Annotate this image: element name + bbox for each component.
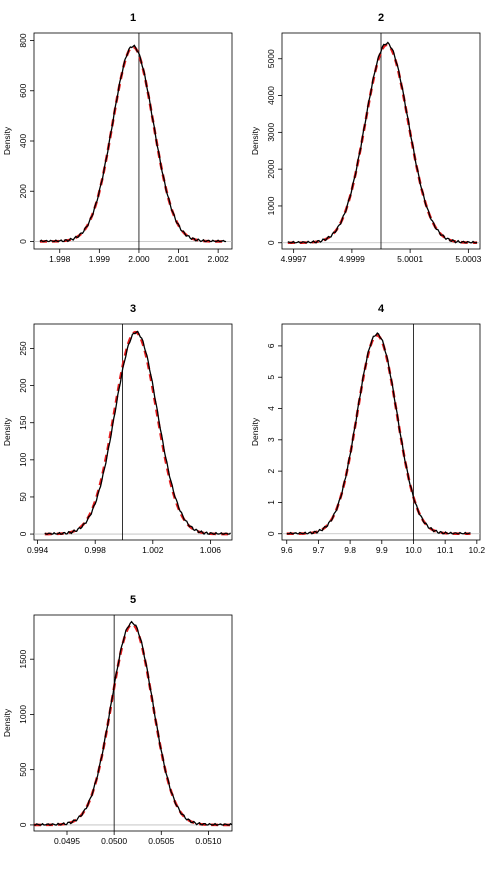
x-tick-label: 10.0 — [405, 545, 422, 555]
y-tick-label: 1000 — [266, 196, 276, 215]
panel-title: 5 — [130, 594, 136, 606]
x-tick-label: 4.9999 — [339, 254, 365, 264]
x-tick-label: 1.006 — [200, 545, 222, 555]
x-tick-label: 1.998 — [49, 254, 71, 264]
x-tick-label: 0.994 — [27, 545, 49, 555]
x-tick-label: 9.7 — [313, 545, 325, 555]
y-axis-label: Density — [250, 126, 260, 155]
y-tick-label: 4 — [266, 406, 276, 411]
y-tick-label: 5000 — [266, 49, 276, 68]
y-tick-label: 0 — [266, 531, 276, 536]
empirical-density-curve — [44, 330, 231, 535]
y-tick-label: 400 — [18, 134, 28, 148]
panel-4: 4 Density 9.6 9.7 9.8 9.9 10.0 10.1 10.2 0 1 2 3 4 5 6 — [250, 303, 485, 555]
y-tick-label: 0 — [18, 531, 28, 536]
x-tick-label: 2.000 — [128, 254, 150, 264]
panel-title: 4 — [378, 303, 385, 315]
x-tick-label: 1.002 — [142, 545, 164, 555]
x-tick-label: 4.9997 — [281, 254, 307, 264]
x-tick-label: 9.6 — [281, 545, 293, 555]
plot-frame — [281, 323, 481, 541]
y-tick-label: 1 — [266, 500, 276, 505]
y-tick-label: 1000 — [18, 705, 28, 724]
plot-frame — [33, 614, 233, 832]
x-tick-label: 0.0505 — [148, 836, 174, 846]
y-tick-label: 800 — [18, 33, 28, 47]
x-tick-label: 9.9 — [376, 545, 388, 555]
empirical-density-curve — [287, 41, 478, 244]
x-tick-label: 5.0001 — [397, 254, 423, 264]
y-tick-label: 0 — [18, 239, 28, 244]
y-tick-label: 2 — [266, 468, 276, 473]
y-tick-label: 6 — [266, 343, 276, 348]
y-tick-label: 3 — [266, 437, 276, 442]
panel-title: 2 — [378, 12, 384, 24]
y-tick-label: 0 — [18, 822, 28, 827]
plot-area — [282, 324, 480, 540]
panel-title: 3 — [130, 303, 136, 315]
x-tick-label: 2.001 — [168, 254, 190, 264]
fitted-density-curve — [286, 333, 471, 536]
panel-1: 1 Density 1.998 1.999 2.000 2.001 2.002 0 200 400… — [2, 12, 233, 264]
x-tick-label: 10.2 — [469, 545, 486, 555]
empirical-density-curve — [39, 44, 227, 243]
x-tick-label: 0.0495 — [54, 836, 80, 846]
plot-frame — [33, 323, 233, 541]
y-tick-label: 0 — [266, 240, 276, 245]
y-tick-label: 100 — [18, 452, 28, 466]
x-tick-label: 0.998 — [85, 545, 107, 555]
plot-area — [282, 33, 480, 249]
panel-2: 2 Density 4.9997 4.9999 5.0001 5.0003 0 1000 200… — [250, 12, 482, 264]
x-tick-label: 1.999 — [89, 254, 111, 264]
y-tick-label: 4000 — [266, 86, 276, 105]
y-tick-label: 200 — [18, 378, 28, 392]
plot-area — [34, 324, 232, 540]
empirical-density-curve — [286, 332, 471, 535]
x-tick-label: 10.1 — [437, 545, 454, 555]
y-tick-label: 3000 — [266, 123, 276, 142]
panel-5: 5 Density 0.0495 0.0500 0.0505 0.0510 0 500 1000… — [2, 594, 233, 846]
panel-title: 1 — [130, 12, 136, 24]
empirical-density-curve — [34, 620, 232, 826]
y-tick-label: 600 — [18, 83, 28, 97]
y-tick-label: 500 — [18, 762, 28, 776]
x-tick-label: 5.0003 — [455, 254, 481, 264]
fitted-density-curve — [34, 623, 232, 827]
y-tick-label: 50 — [18, 492, 28, 502]
y-tick-label: 150 — [18, 415, 28, 429]
x-tick-label: 0.0500 — [101, 836, 127, 846]
y-axis-label: Density — [2, 126, 12, 155]
y-tick-label: 200 — [18, 184, 28, 198]
y-axis-label: Density — [2, 708, 12, 737]
y-tick-label: 5 — [266, 375, 276, 380]
x-tick-label: 2.002 — [207, 254, 229, 264]
fitted-density-curve — [44, 330, 231, 536]
y-tick-label: 2000 — [266, 159, 276, 178]
plot-frame — [33, 32, 233, 250]
y-tick-label: 250 — [18, 341, 28, 355]
plot-area — [34, 33, 232, 249]
panel-3: 3 Density 0.994 0.998 1.002 1.006 0 50 100 150 200… — [2, 303, 233, 555]
y-axis-label: Density — [2, 417, 12, 446]
y-axis-label: Density — [250, 417, 260, 446]
y-tick-label: 1500 — [18, 649, 28, 668]
x-tick-label: 9.8 — [344, 545, 356, 555]
x-tick-label: 0.0510 — [195, 836, 221, 846]
fitted-density-curve — [287, 43, 478, 245]
fitted-density-curve — [39, 45, 227, 243]
plot-area — [34, 615, 232, 831]
